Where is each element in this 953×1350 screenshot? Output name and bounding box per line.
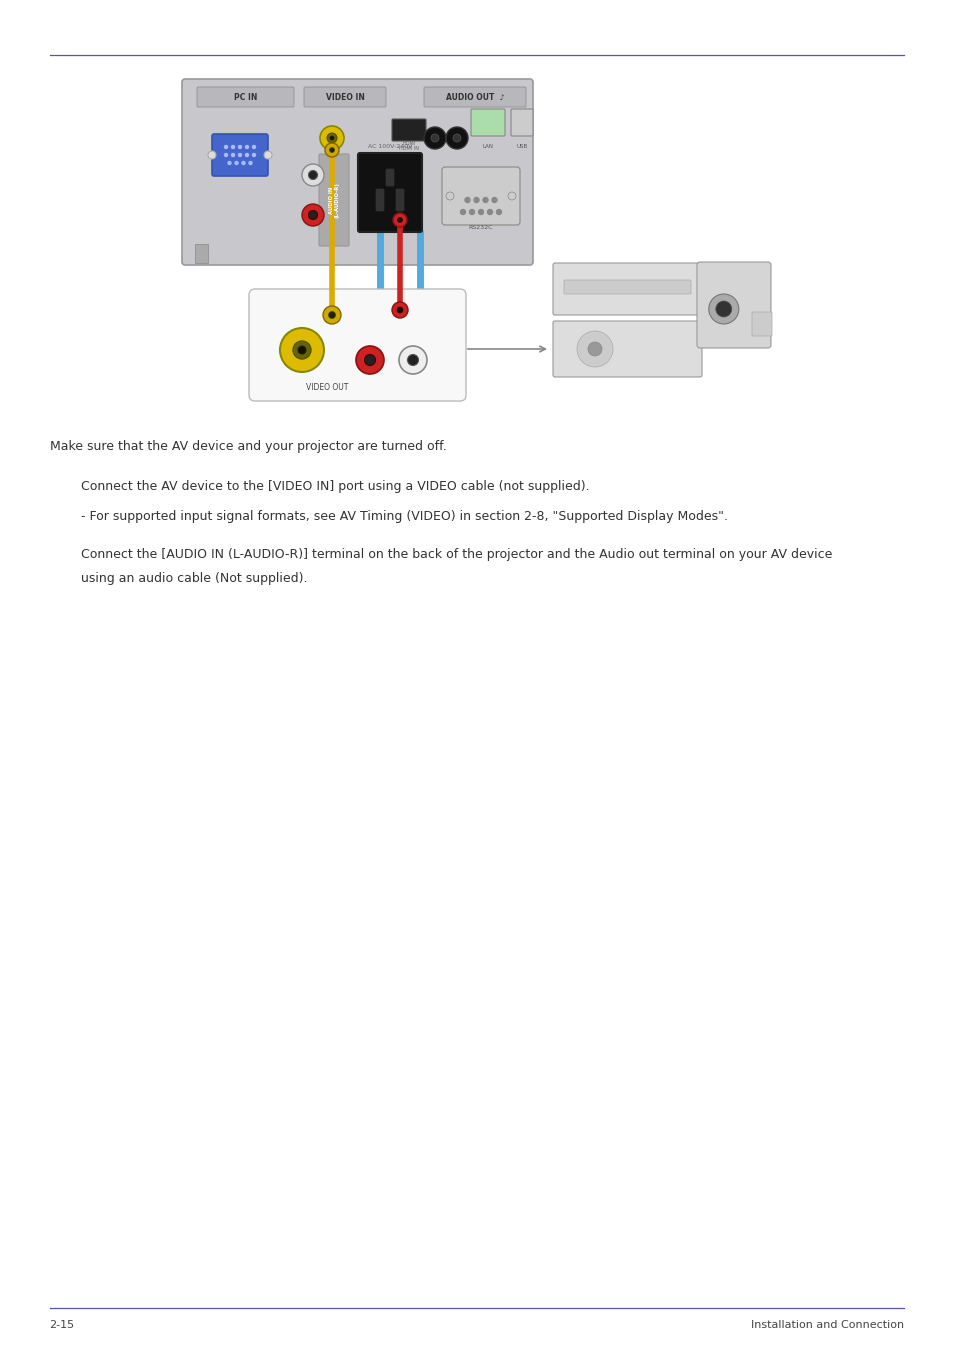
Circle shape xyxy=(355,346,384,374)
Circle shape xyxy=(460,209,465,215)
Text: PC IN: PC IN xyxy=(233,93,257,101)
Circle shape xyxy=(407,355,418,366)
FancyBboxPatch shape xyxy=(182,80,533,265)
Circle shape xyxy=(330,136,334,140)
Circle shape xyxy=(364,355,375,366)
Circle shape xyxy=(329,147,335,153)
Circle shape xyxy=(453,134,460,142)
Circle shape xyxy=(308,211,317,220)
Text: HDMI IN: HDMI IN xyxy=(398,146,418,151)
Circle shape xyxy=(325,143,338,157)
Circle shape xyxy=(245,146,248,148)
Circle shape xyxy=(234,162,237,165)
Circle shape xyxy=(487,209,492,215)
Text: Connect the AV device to the [VIDEO IN] port using a VIDEO cable (not supplied).: Connect the AV device to the [VIDEO IN] … xyxy=(81,481,589,493)
Circle shape xyxy=(302,204,324,225)
Text: AUDIO OUT  ♪: AUDIO OUT ♪ xyxy=(445,93,504,101)
Circle shape xyxy=(396,306,402,313)
FancyBboxPatch shape xyxy=(751,312,771,336)
Circle shape xyxy=(393,213,407,227)
Circle shape xyxy=(446,127,468,148)
Circle shape xyxy=(319,126,344,150)
Circle shape xyxy=(492,197,497,202)
Circle shape xyxy=(245,154,248,157)
FancyBboxPatch shape xyxy=(357,153,421,232)
Text: - For supported input signal formats, see AV Timing (VIDEO) in section 2-8, "Sup: - For supported input signal formats, se… xyxy=(81,510,727,522)
Circle shape xyxy=(397,217,402,223)
Text: 2-15: 2-15 xyxy=(50,1320,74,1330)
Text: Connect the [AUDIO IN (L-AUDIO-R)] terminal on the back of the projector and the: Connect the [AUDIO IN (L-AUDIO-R)] termi… xyxy=(81,548,832,562)
Circle shape xyxy=(323,306,340,324)
Text: USB: USB xyxy=(516,144,527,150)
FancyBboxPatch shape xyxy=(395,189,403,211)
Text: VIDEO IN: VIDEO IN xyxy=(325,93,364,101)
Circle shape xyxy=(302,163,324,186)
FancyBboxPatch shape xyxy=(511,109,533,136)
Circle shape xyxy=(242,162,245,165)
FancyBboxPatch shape xyxy=(386,169,394,186)
Circle shape xyxy=(328,312,335,319)
FancyBboxPatch shape xyxy=(195,244,209,263)
Circle shape xyxy=(708,294,738,324)
Text: AUDIO IN
(L-AUDIO-R): AUDIO IN (L-AUDIO-R) xyxy=(328,182,339,217)
Text: Make sure that the AV device and your projector are turned off.: Make sure that the AV device and your pr… xyxy=(50,440,446,454)
FancyBboxPatch shape xyxy=(212,134,268,176)
FancyBboxPatch shape xyxy=(423,86,525,107)
Text: using an audio cable (Not supplied).: using an audio cable (Not supplied). xyxy=(81,572,307,585)
Circle shape xyxy=(482,197,488,202)
FancyBboxPatch shape xyxy=(196,86,294,107)
Circle shape xyxy=(577,331,613,367)
Circle shape xyxy=(464,197,470,202)
Circle shape xyxy=(297,346,306,354)
FancyBboxPatch shape xyxy=(304,86,386,107)
Circle shape xyxy=(280,328,324,373)
Text: Installation and Connection: Installation and Connection xyxy=(750,1320,903,1330)
Circle shape xyxy=(398,346,427,374)
Circle shape xyxy=(507,192,516,200)
Text: RS232C: RS232C xyxy=(468,225,493,230)
Circle shape xyxy=(253,146,255,148)
Circle shape xyxy=(478,209,483,215)
Circle shape xyxy=(446,192,454,200)
Text: HDMI: HDMI xyxy=(402,140,416,146)
Text: VIDEO OUT: VIDEO OUT xyxy=(306,383,349,392)
FancyBboxPatch shape xyxy=(318,154,349,246)
Circle shape xyxy=(238,146,241,148)
Circle shape xyxy=(431,134,438,142)
Circle shape xyxy=(253,154,255,157)
FancyBboxPatch shape xyxy=(697,262,770,348)
Circle shape xyxy=(232,146,234,148)
FancyBboxPatch shape xyxy=(553,263,701,315)
Circle shape xyxy=(264,151,272,159)
FancyBboxPatch shape xyxy=(375,189,384,211)
Text: LAN: LAN xyxy=(482,144,493,150)
Text: AC 100V-240V: AC 100V-240V xyxy=(368,144,412,148)
Circle shape xyxy=(496,209,501,215)
FancyBboxPatch shape xyxy=(441,167,519,225)
FancyBboxPatch shape xyxy=(553,321,701,377)
FancyBboxPatch shape xyxy=(249,289,465,401)
Circle shape xyxy=(392,302,408,319)
Circle shape xyxy=(715,301,731,317)
Circle shape xyxy=(238,154,241,157)
Circle shape xyxy=(224,146,227,148)
Circle shape xyxy=(232,154,234,157)
Circle shape xyxy=(249,162,252,165)
Circle shape xyxy=(327,134,336,143)
Circle shape xyxy=(208,151,215,159)
Circle shape xyxy=(308,170,317,180)
Circle shape xyxy=(423,127,446,148)
Circle shape xyxy=(587,342,601,356)
FancyBboxPatch shape xyxy=(471,109,504,136)
Circle shape xyxy=(469,209,474,215)
Circle shape xyxy=(228,162,231,165)
Circle shape xyxy=(224,154,227,157)
Circle shape xyxy=(474,197,478,202)
FancyBboxPatch shape xyxy=(563,279,690,294)
FancyBboxPatch shape xyxy=(392,119,426,140)
Circle shape xyxy=(293,342,311,359)
